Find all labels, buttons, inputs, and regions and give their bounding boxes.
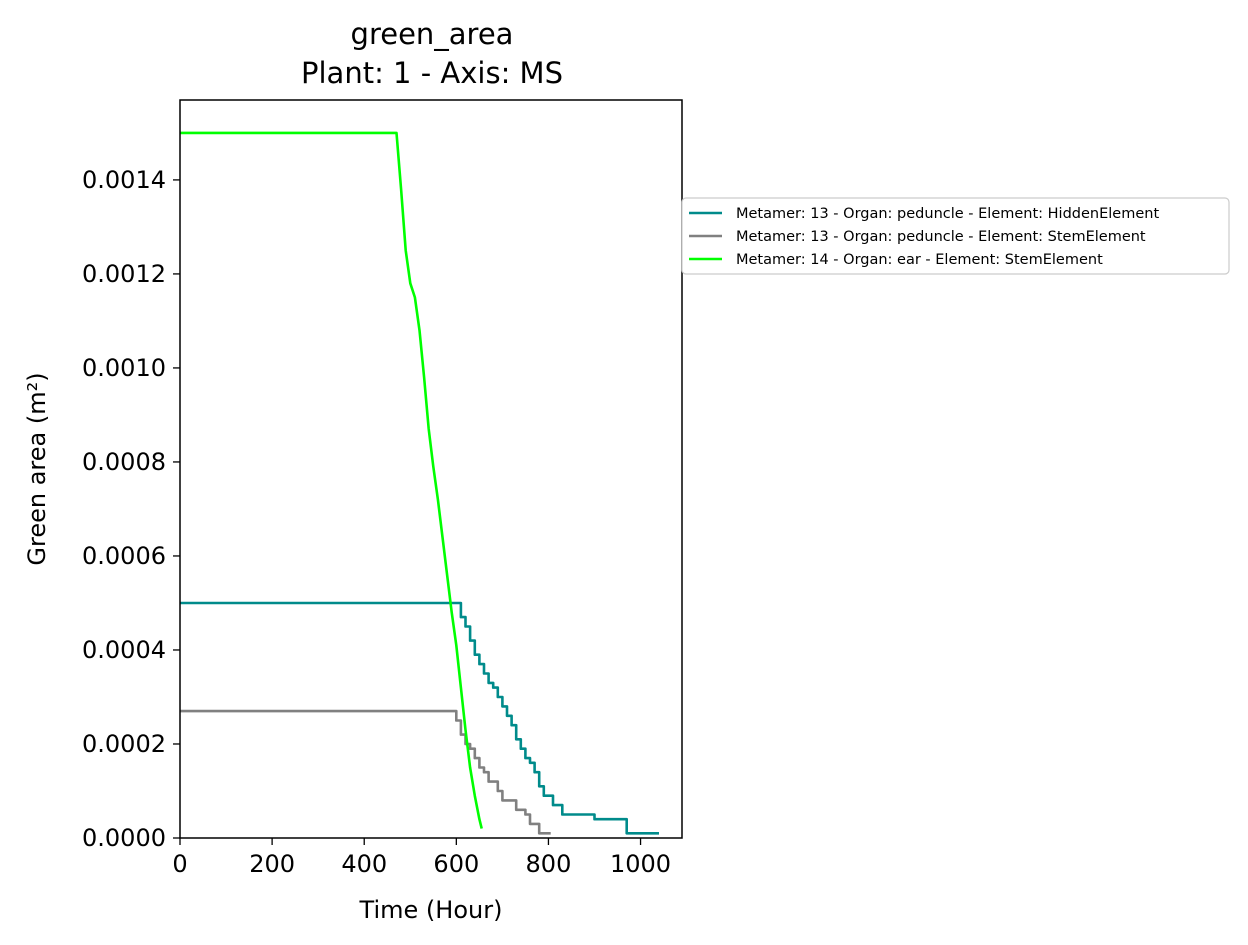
- y-tick-label: 0.0010: [82, 354, 166, 382]
- series-line-3: [180, 131, 483, 829]
- plot-frame: [179, 99, 683, 839]
- y-tick-label: 0.0014: [82, 166, 166, 194]
- x-tick-label: 200: [249, 850, 295, 878]
- y-tick-label: 0.0002: [82, 730, 166, 758]
- x-tick-label: 400: [341, 850, 387, 878]
- chart-subtitle: Plant: 1 - Axis: MS: [301, 56, 563, 90]
- y-tick-label: 0.0006: [82, 542, 166, 570]
- y-axis-ticks: 0.0000 0.0002 0.0004 0.0006 0.0008 0.0010 0.00…: [82, 166, 180, 852]
- series-layer: [180, 131, 659, 835]
- x-tick-label: 1000: [610, 850, 671, 878]
- legend-label-3: Metamer: 14 - Organ: ear - Element: Stem…: [736, 252, 1103, 268]
- chart-title: green_area: [351, 17, 514, 51]
- legend-label-1: Metamer: 13 - Organ: peduncle - Element:…: [736, 206, 1159, 222]
- y-tick-label: 0.0008: [82, 448, 166, 476]
- legend: Metamer: 13 - Organ: peduncle - Element:…: [681, 197, 1230, 275]
- series-line-1: [180, 601, 659, 835]
- x-tick-label: 600: [433, 850, 479, 878]
- legend-label-2: Metamer: 13 - Organ: peduncle - Element:…: [736, 229, 1146, 245]
- x-tick-label: 800: [526, 850, 572, 878]
- legend-box: [681, 197, 1230, 275]
- y-tick-label: 0.0012: [82, 260, 166, 288]
- y-tick-label: 0.0000: [82, 824, 166, 852]
- x-axis-label: Time (Hour): [359, 896, 503, 924]
- y-tick-label: 0.0004: [82, 636, 166, 664]
- x-axis-ticks: 0 200 400 600 800 1000: [172, 838, 671, 878]
- y-axis-label: Green area (m²): [23, 372, 51, 565]
- series-line-2: [180, 709, 551, 835]
- x-tick-label: 0: [172, 850, 187, 878]
